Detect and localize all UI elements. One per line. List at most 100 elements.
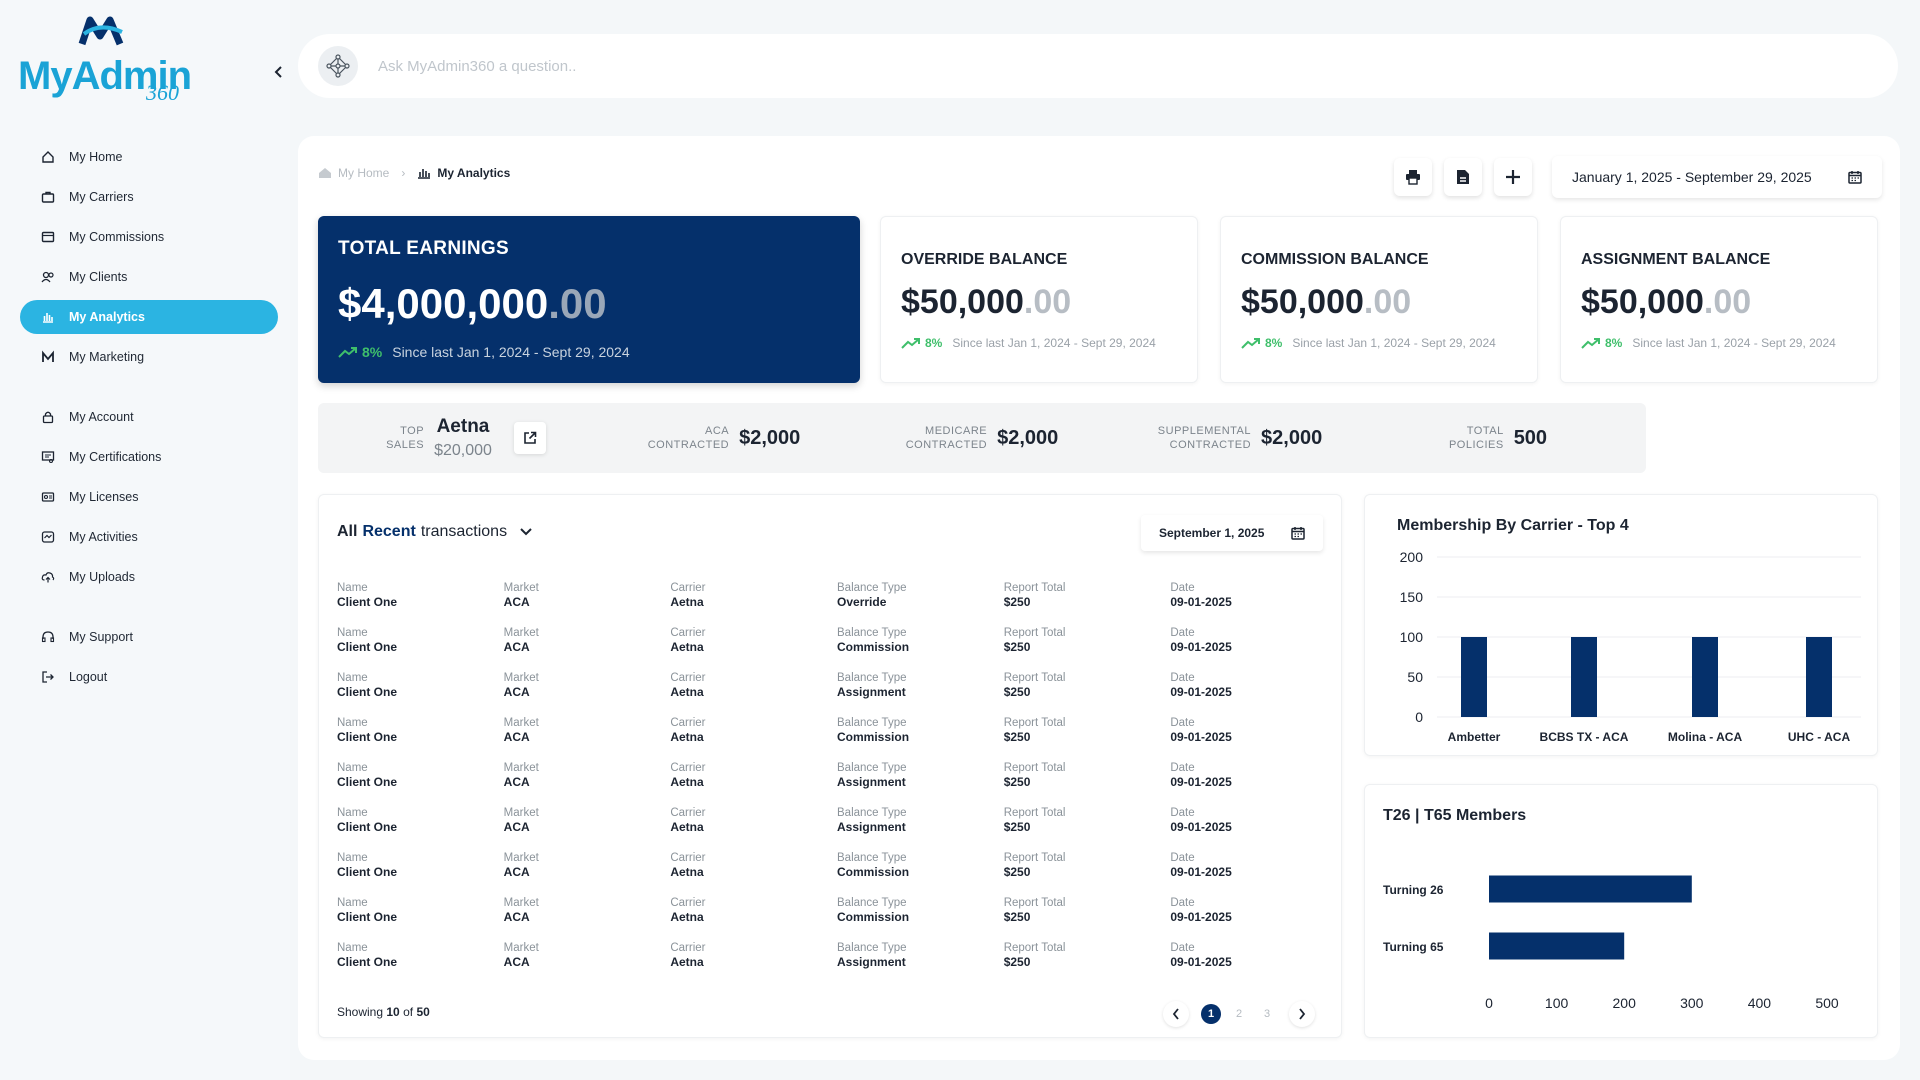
sidebar-item-analytics[interactable]: My Analytics: [20, 300, 278, 334]
sidebar-item-account[interactable]: My Account: [20, 400, 278, 434]
trend-up-icon: [338, 347, 357, 358]
calendar-icon: [1291, 527, 1305, 540]
cell-header: Balance Type: [837, 762, 907, 774]
stat-label: SUPPLEMENTAL CONTRACTED: [1158, 424, 1251, 452]
table-cell: Name Client One: [337, 581, 504, 626]
table-row[interactable]: Name Client One Market ACA Carrier Aetna Balan…: [337, 851, 1337, 896]
cell-header: Report Total: [1003, 942, 1066, 954]
brand-logo[interactable]: MyAdmin 360: [18, 14, 192, 106]
table-cell: Report Total $250: [1004, 716, 1171, 761]
table-cell: Report Total $250: [1004, 761, 1171, 806]
open-external-button[interactable]: [513, 422, 546, 454]
table-row[interactable]: Name Client One Market ACA Carrier Aetna Balan…: [337, 671, 1337, 716]
next-page-button[interactable]: [1289, 1001, 1315, 1027]
kpi-trend-since: Since last Jan 1, 2024 - Sept 29, 2024: [392, 344, 630, 360]
kpi-trend-since: Since last Jan 1, 2024 - Sept 29, 2024: [1632, 336, 1836, 350]
membership-chart-card: Membership By Carrier - Top 4 0 50 100 150 2…: [1364, 494, 1878, 756]
kpi-trend-since: Since last Jan 1, 2024 - Sept 29, 2024: [1292, 336, 1496, 350]
sidebar-item-uploads[interactable]: My Uploads: [20, 560, 278, 594]
certificate-icon: [40, 449, 56, 465]
t26-t65-bar-chart: Turning 26 Turning 65 0 100 200 300 400 500: [1383, 875, 1839, 1011]
export-document-button[interactable]: [1444, 158, 1482, 196]
cell-header: Name: [337, 762, 368, 774]
kpi-value-cents: .00: [1363, 283, 1412, 321]
kpi-trend: 8% Since last Jan 1, 2024 - Sept 29, 202…: [1241, 336, 1517, 350]
table-cell: Name Client One: [337, 626, 504, 671]
table-cell: Market ACA: [504, 671, 671, 716]
table-row[interactable]: Name Client One Market ACA Carrier Aetna Balan…: [337, 626, 1337, 671]
table-cell: Balance Type Commission: [837, 716, 1004, 761]
cell-header: Balance Type: [837, 897, 907, 909]
sidebar-item-home[interactable]: My Home: [20, 140, 278, 174]
table-row[interactable]: Name Client One Market ACA Carrier Aetna Balan…: [337, 716, 1337, 761]
print-button[interactable]: [1394, 158, 1432, 196]
cell-header: Market: [503, 762, 539, 774]
bar-chart-icon: [40, 309, 56, 325]
stat-label-line: ACA: [704, 425, 730, 437]
stat-value: $2,000: [739, 426, 801, 449]
home-icon: [319, 168, 331, 178]
page-3-button[interactable]: 3: [1263, 1008, 1271, 1020]
breadcrumb-current: My Analytics: [417, 166, 510, 180]
bar-chart-icon: [418, 169, 431, 179]
sidebar-item-label: My Uploads: [69, 570, 135, 584]
cell-header: Market: [503, 582, 539, 594]
kpi-value-cents: .00: [1703, 283, 1752, 321]
table-cell: Report Total $250: [1004, 671, 1171, 716]
table-cell: Carrier Aetna: [670, 581, 837, 626]
kpi-value: $50,000.00: [1241, 283, 1517, 322]
page-1-button[interactable]: 1: [1201, 1004, 1221, 1024]
sidebar-item-marketing[interactable]: My Marketing: [20, 340, 278, 374]
stat-label: TOP SALES: [386, 424, 424, 452]
transactions-list: Name Client One Market ACA Carrier Aetna Balan…: [337, 581, 1337, 986]
table-row[interactable]: Name Client One Market ACA Carrier Aetna Balan…: [337, 941, 1337, 986]
table-cell: Name Client One: [337, 896, 504, 941]
table-cell: Carrier Aetna: [670, 761, 837, 806]
sidebar-item-certifications[interactable]: My Certifications: [20, 440, 278, 474]
add-button[interactable]: [1494, 158, 1532, 196]
cell-value: Aetna: [670, 775, 704, 789]
date-range-picker[interactable]: January 1, 2025 - September 29, 2025: [1552, 156, 1882, 198]
table-cell: Balance Type Override: [837, 581, 1004, 626]
table-cell: Carrier Aetna: [670, 896, 837, 941]
table-cell: Report Total $250: [1004, 581, 1171, 626]
x-tick-label: 0: [1485, 995, 1493, 1011]
sidebar-item-logout[interactable]: Logout: [20, 660, 278, 694]
sidebar-item-support[interactable]: My Support: [20, 620, 278, 654]
calendar-icon: [1848, 171, 1862, 184]
collapse-sidebar-button[interactable]: [268, 62, 288, 82]
table-cell: Market ACA: [504, 851, 671, 896]
table-cell: Report Total $250: [1004, 806, 1171, 851]
transactions-date-picker[interactable]: September 1, 2025: [1141, 515, 1323, 551]
pagination: 1 2 3: [1155, 1001, 1323, 1027]
table-cell: Carrier Aetna: [670, 626, 837, 671]
cell-value: Aetna: [670, 865, 704, 879]
prev-page-button[interactable]: [1163, 1001, 1189, 1027]
sidebar-item-commissions[interactable]: My Commissions: [20, 220, 278, 254]
plus-icon: [1506, 170, 1520, 184]
table-cell: Name Client One: [337, 941, 504, 986]
cell-value: Client One: [337, 775, 398, 789]
ask-input[interactable]: [378, 57, 1278, 75]
transactions-title-all: All: [337, 523, 358, 540]
sidebar-item-carriers[interactable]: My Carriers: [20, 180, 278, 214]
kpi-label: COMMISSION BALANCE: [1241, 251, 1429, 268]
cell-value: $250: [1003, 730, 1031, 744]
table-row[interactable]: Name Client One Market ACA Carrier Aetna Balan…: [337, 806, 1337, 851]
table-row[interactable]: Name Client One Market ACA Carrier Aetna Balan…: [337, 761, 1337, 806]
breadcrumb-home[interactable]: My Home: [318, 166, 389, 180]
sidebar-item-clients[interactable]: My Clients: [20, 260, 278, 294]
sidebar-item-licenses[interactable]: My Licenses: [20, 480, 278, 514]
kpi-value-whole: $50,000: [1241, 283, 1364, 321]
cell-value: 09-01-2025: [1170, 640, 1232, 654]
sidebar-item-activities[interactable]: My Activities: [20, 520, 278, 554]
sidebar-item-label: My Clients: [69, 270, 128, 284]
cell-value: Aetna: [670, 640, 704, 654]
table-row[interactable]: Name Client One Market ACA Carrier Aetna Balan…: [337, 581, 1337, 626]
page-2-button[interactable]: 2: [1235, 1008, 1243, 1020]
table-cell: Market ACA: [504, 626, 671, 671]
table-row[interactable]: Name Client One Market ACA Carrier Aetna Balan…: [337, 896, 1337, 941]
stat-total-policies: TOTAL POLICIES 500: [1350, 403, 1646, 473]
cell-value: Commission: [837, 865, 910, 879]
transactions-filter-dropdown[interactable]: All Recent transactions: [337, 523, 533, 541]
